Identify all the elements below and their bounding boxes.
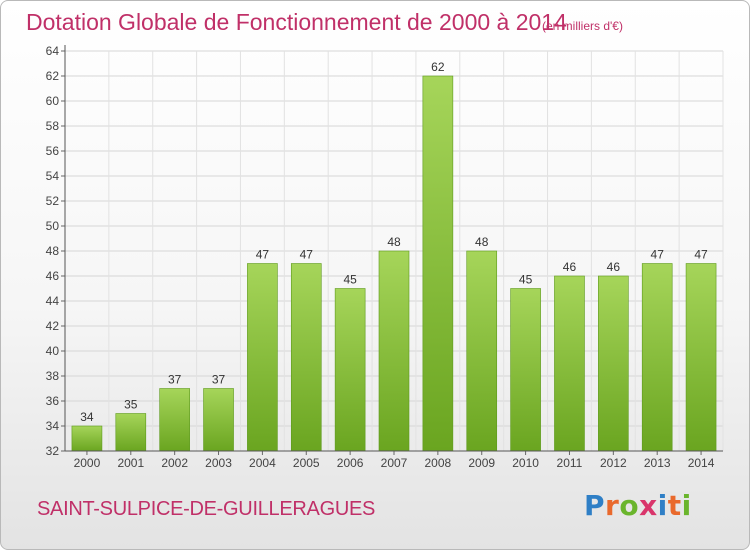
logo-letter: i bbox=[681, 489, 692, 522]
y-tick-label: 48 bbox=[46, 244, 60, 258]
logo-letter: i bbox=[657, 489, 668, 522]
data-label-2003: 37 bbox=[212, 373, 226, 387]
y-tick-label: 38 bbox=[46, 369, 60, 383]
bar-2007 bbox=[378, 250, 410, 452]
y-tick-label: 56 bbox=[46, 144, 60, 158]
data-label-2000: 34 bbox=[80, 410, 94, 424]
bar-2008 bbox=[422, 75, 454, 452]
x-tick-label-2002: 2002 bbox=[161, 456, 188, 470]
y-tick-label: 32 bbox=[46, 444, 60, 458]
bar-2012 bbox=[598, 275, 629, 452]
y-tick-label: 64 bbox=[46, 44, 60, 58]
logo-letter: r bbox=[605, 489, 620, 522]
bar-2004 bbox=[247, 263, 278, 452]
y-tick-label: 58 bbox=[46, 119, 60, 133]
x-tick-label-2007: 2007 bbox=[381, 456, 408, 470]
data-label-2002: 37 bbox=[168, 373, 182, 387]
data-label-2014: 47 bbox=[694, 248, 708, 262]
data-label-2009: 48 bbox=[475, 235, 489, 249]
data-label-2011: 46 bbox=[563, 260, 577, 274]
y-tick-label: 54 bbox=[46, 169, 60, 183]
bars bbox=[71, 75, 717, 452]
bar-2009 bbox=[466, 250, 498, 452]
x-tick-label-2013: 2013 bbox=[644, 456, 671, 470]
y-tick-label: 60 bbox=[46, 94, 60, 108]
axes: 32 34 36 38 40 42 44 46 48 50 52 54 56 58 60 62 64 2000 20… bbox=[46, 44, 723, 470]
y-tick-label: 46 bbox=[46, 269, 60, 283]
x-tick-label-2012: 2012 bbox=[600, 456, 627, 470]
bar-2014 bbox=[685, 263, 717, 452]
logo-letter: x bbox=[639, 489, 658, 522]
bar-2011 bbox=[554, 275, 585, 452]
x-tick-label-2005: 2005 bbox=[293, 456, 320, 470]
data-label-2013: 47 bbox=[651, 248, 665, 262]
data-label-2006: 45 bbox=[343, 273, 357, 287]
data-label-2010: 45 bbox=[519, 273, 533, 287]
x-tick-label-2001: 2001 bbox=[117, 456, 144, 470]
bar-2010 bbox=[510, 288, 541, 452]
x-tick-label-2014: 2014 bbox=[688, 456, 715, 470]
y-tick-label: 40 bbox=[46, 344, 60, 358]
bar-2002 bbox=[159, 388, 190, 452]
x-tick-label-2000: 2000 bbox=[74, 456, 101, 470]
y-tick-label: 62 bbox=[46, 69, 60, 83]
x-tick-label-2004: 2004 bbox=[249, 456, 276, 470]
x-tick-label-2010: 2010 bbox=[512, 456, 539, 470]
y-tick-label: 36 bbox=[46, 394, 60, 408]
logo-letter: t bbox=[667, 489, 682, 522]
y-tick-label: 42 bbox=[46, 319, 60, 333]
x-tick-label-2003: 2003 bbox=[205, 456, 232, 470]
bar-2006 bbox=[334, 288, 366, 452]
y-tick-label: 52 bbox=[46, 194, 60, 208]
chart-title: Dotation Globale de Fonctionnement de 20… bbox=[26, 9, 567, 35]
bar-2003 bbox=[203, 388, 234, 452]
proxiti-logo: Proxiti bbox=[584, 489, 692, 522]
bar-2013 bbox=[641, 263, 673, 452]
data-label-2007: 48 bbox=[387, 235, 401, 249]
logo-letter: P bbox=[584, 489, 606, 522]
y-tick-label: 44 bbox=[46, 294, 60, 308]
x-tick-label-2008: 2008 bbox=[425, 456, 452, 470]
data-labels: 34 35 37 37 47 47 45 48 62 48 45 46 46 47 47 bbox=[80, 60, 708, 424]
y-tick-label: 34 bbox=[46, 419, 60, 433]
bar-2001 bbox=[115, 413, 147, 452]
y-tick-label: 50 bbox=[46, 219, 60, 233]
x-tick-label-2009: 2009 bbox=[468, 456, 495, 470]
data-label-2004: 47 bbox=[256, 248, 270, 262]
x-tick-label-2011: 2011 bbox=[557, 456, 583, 470]
chart-unit-note: (en milliers d'€) bbox=[542, 19, 623, 33]
data-label-2008: 62 bbox=[431, 60, 445, 74]
data-label-2012: 46 bbox=[607, 260, 621, 274]
bar-2005 bbox=[290, 263, 322, 452]
data-label-2005: 47 bbox=[300, 248, 314, 262]
data-label-2001: 35 bbox=[124, 398, 138, 412]
logo-letter: o bbox=[619, 489, 640, 522]
x-tick-label-2006: 2006 bbox=[337, 456, 364, 470]
bar-2000 bbox=[71, 425, 103, 452]
commune-name: SAINT-SULPICE-DE-GUILLERAGUES bbox=[37, 498, 376, 520]
